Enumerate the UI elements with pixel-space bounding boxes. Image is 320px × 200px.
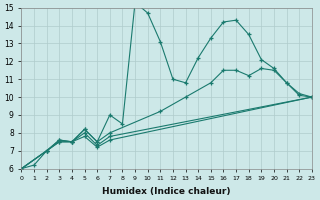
X-axis label: Humidex (Indice chaleur): Humidex (Indice chaleur) (102, 187, 231, 196)
